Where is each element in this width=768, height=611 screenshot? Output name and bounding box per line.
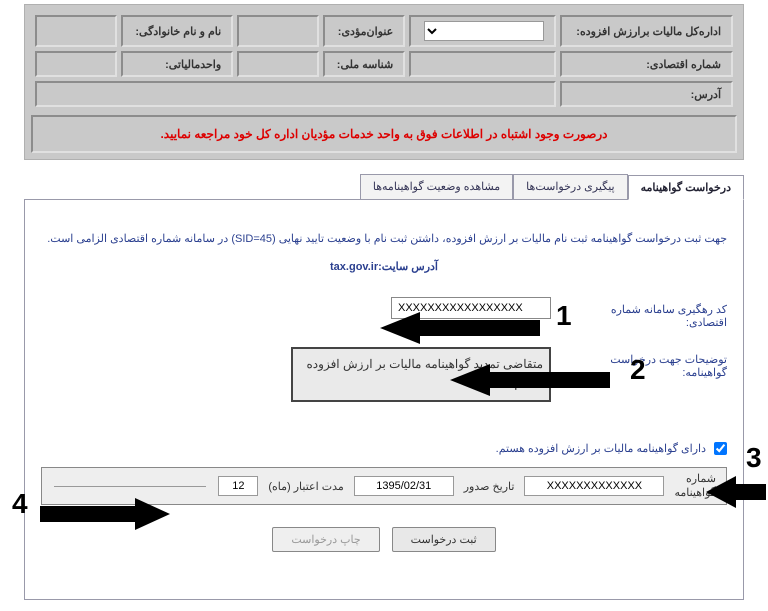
tracking-label: کد رهگیری سامانه شماره اقتصادی:	[567, 297, 727, 329]
org-title-label: اداره‌کل مالیات برارزش افزوده:	[560, 15, 733, 47]
address-value	[35, 81, 556, 107]
cert-spacer	[54, 486, 206, 487]
has-cert-label: دارای گواهینامه مالیات بر ارزش افزوده هس…	[496, 442, 706, 455]
entity-title-label: عنوان‌مؤدی:	[323, 15, 405, 47]
national-id-value	[237, 51, 319, 77]
economic-no-value	[409, 51, 556, 77]
org-title-value	[409, 15, 556, 47]
national-id-label: شناسه ملی:	[323, 51, 405, 77]
tracking-input[interactable]	[391, 297, 551, 319]
address-label: آدرس:	[560, 81, 733, 107]
economic-no-label: شماره اقتصادی:	[560, 51, 733, 77]
submit-button[interactable]: ثبت درخواست	[392, 527, 496, 552]
tabs: درخواست گواهینامه پیگیری درخواست‌ها مشاه…	[24, 174, 744, 200]
warning-message: درصورت وجود اشتباه در اطلاعات فوق به واح…	[31, 115, 737, 153]
info-text-2: آدرس سایت:tax.gov.ir	[41, 260, 727, 273]
annotation-number-3: 3	[746, 442, 762, 474]
tab-request[interactable]: درخواست گواهینامه	[628, 175, 744, 200]
tax-unit-label: واحدمالیاتی:	[121, 51, 233, 77]
entity-title-value	[237, 15, 319, 47]
cert-box: شماره گواهینامه تاریخ صدور مدت اعتبار (م…	[41, 467, 727, 506]
name-label: نام و نام خانوادگی:	[121, 15, 233, 47]
desc-textarea[interactable]: متقاضی تمدید گواهینامه مالیات بر ارزش اف…	[291, 347, 551, 402]
validity-input[interactable]	[218, 476, 258, 496]
validity-label: مدت اعتبار (ماه)	[264, 480, 347, 493]
name-value	[35, 15, 117, 47]
header-table: اداره‌کل مالیات برارزش افزوده: عنوان‌مؤد…	[31, 11, 737, 111]
issue-date-label: تاریخ صدور	[460, 480, 519, 493]
info-text-1: جهت ثبت درخواست گواهینامه ثبت نام مالیات…	[41, 230, 727, 250]
desc-label: توضیحات جهت درخواست گواهینامه:	[567, 347, 727, 379]
panel-request: جهت ثبت درخواست گواهینامه ثبت نام مالیات…	[24, 200, 744, 600]
cert-no-input[interactable]	[524, 476, 664, 496]
print-button[interactable]: چاپ درخواست	[272, 527, 379, 552]
tab-track[interactable]: پیگیری درخواست‌ها	[513, 174, 627, 199]
row-tracking: کد رهگیری سامانه شماره اقتصادی:	[41, 297, 727, 329]
cert-no-label: شماره گواهینامه	[670, 472, 720, 501]
annotation-number-4: 4	[12, 488, 28, 520]
annotation-number-1: 1	[556, 300, 572, 332]
issue-date-input[interactable]	[354, 476, 454, 496]
annotation-number-2: 2	[630, 354, 646, 386]
buttons-row: ثبت درخواست چاپ درخواست	[41, 527, 727, 552]
org-select[interactable]	[424, 21, 544, 41]
tab-area: درخواست گواهینامه پیگیری درخواست‌ها مشاه…	[24, 174, 744, 600]
row-has-cert: دارای گواهینامه مالیات بر ارزش افزوده هس…	[41, 442, 727, 455]
has-cert-checkbox[interactable]	[714, 442, 727, 455]
tab-status[interactable]: مشاهده وضعیت گواهینامه‌ها	[360, 174, 513, 199]
tax-unit-value	[35, 51, 117, 77]
header-panel: اداره‌کل مالیات برارزش افزوده: عنوان‌مؤد…	[24, 4, 744, 160]
row-description: توضیحات جهت درخواست گواهینامه: متقاضی تم…	[41, 347, 727, 402]
